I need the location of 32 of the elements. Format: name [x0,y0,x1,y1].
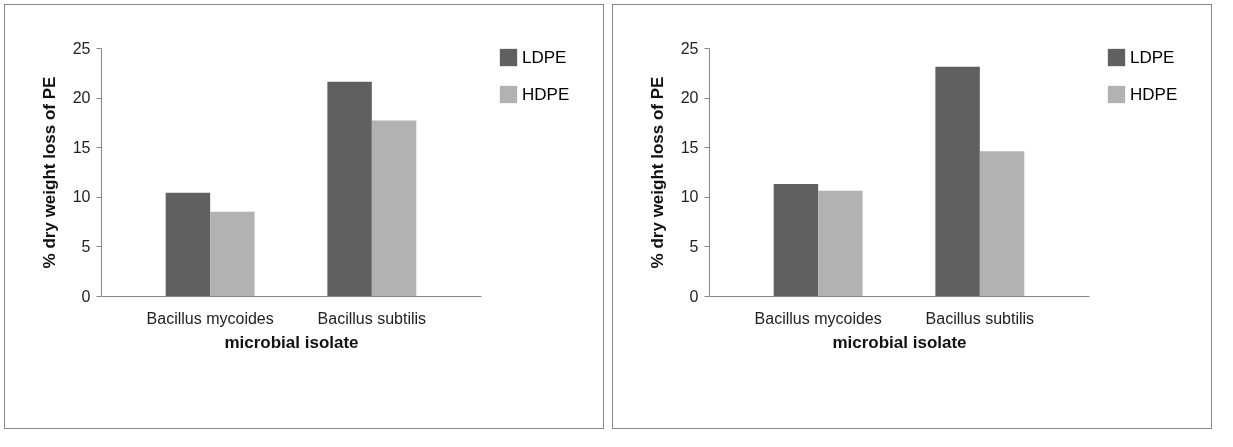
y-tick-label: 10 [72,188,91,206]
y-tick-label: 10 [680,188,699,206]
bar [327,81,372,296]
legend-label: HDPE [1130,84,1178,104]
y-axis-title: % dry weight loss of PE [647,76,667,269]
bar [935,66,980,296]
bar [818,190,863,296]
bar [165,192,211,296]
x-tick-label: Bacillus mycoides [146,309,274,327]
legend-label: LDPE [522,47,567,67]
y-tick-label: 20 [72,89,91,107]
bar [371,120,417,296]
y-tick-label: 20 [680,89,699,107]
bar [773,183,819,296]
x-tick-label: Bacillus subtilis [925,309,1035,327]
legend-label: HDPE [522,84,570,104]
y-tick-label: 15 [680,138,699,156]
y-tick-label: 25 [680,39,699,57]
y-tick-label: 5 [81,237,91,255]
legend-label: LDPE [1130,47,1175,67]
y-tick-label: 15 [72,138,91,156]
x-axis-title: microbial isolate [224,332,359,352]
y-tick-label: 0 [689,287,699,305]
x-tick-label: Bacillus subtilis [317,309,427,327]
bar [979,151,1025,296]
y-axis-title: % dry weight loss of PE [39,76,59,269]
x-tick-label: Bacillus mycoides [754,309,882,327]
y-tick-label: 25 [72,39,91,57]
bar [210,211,255,296]
y-tick-label: 0 [81,287,91,305]
y-tick-label: 5 [689,237,699,255]
x-axis-title: microbial isolate [832,332,967,352]
